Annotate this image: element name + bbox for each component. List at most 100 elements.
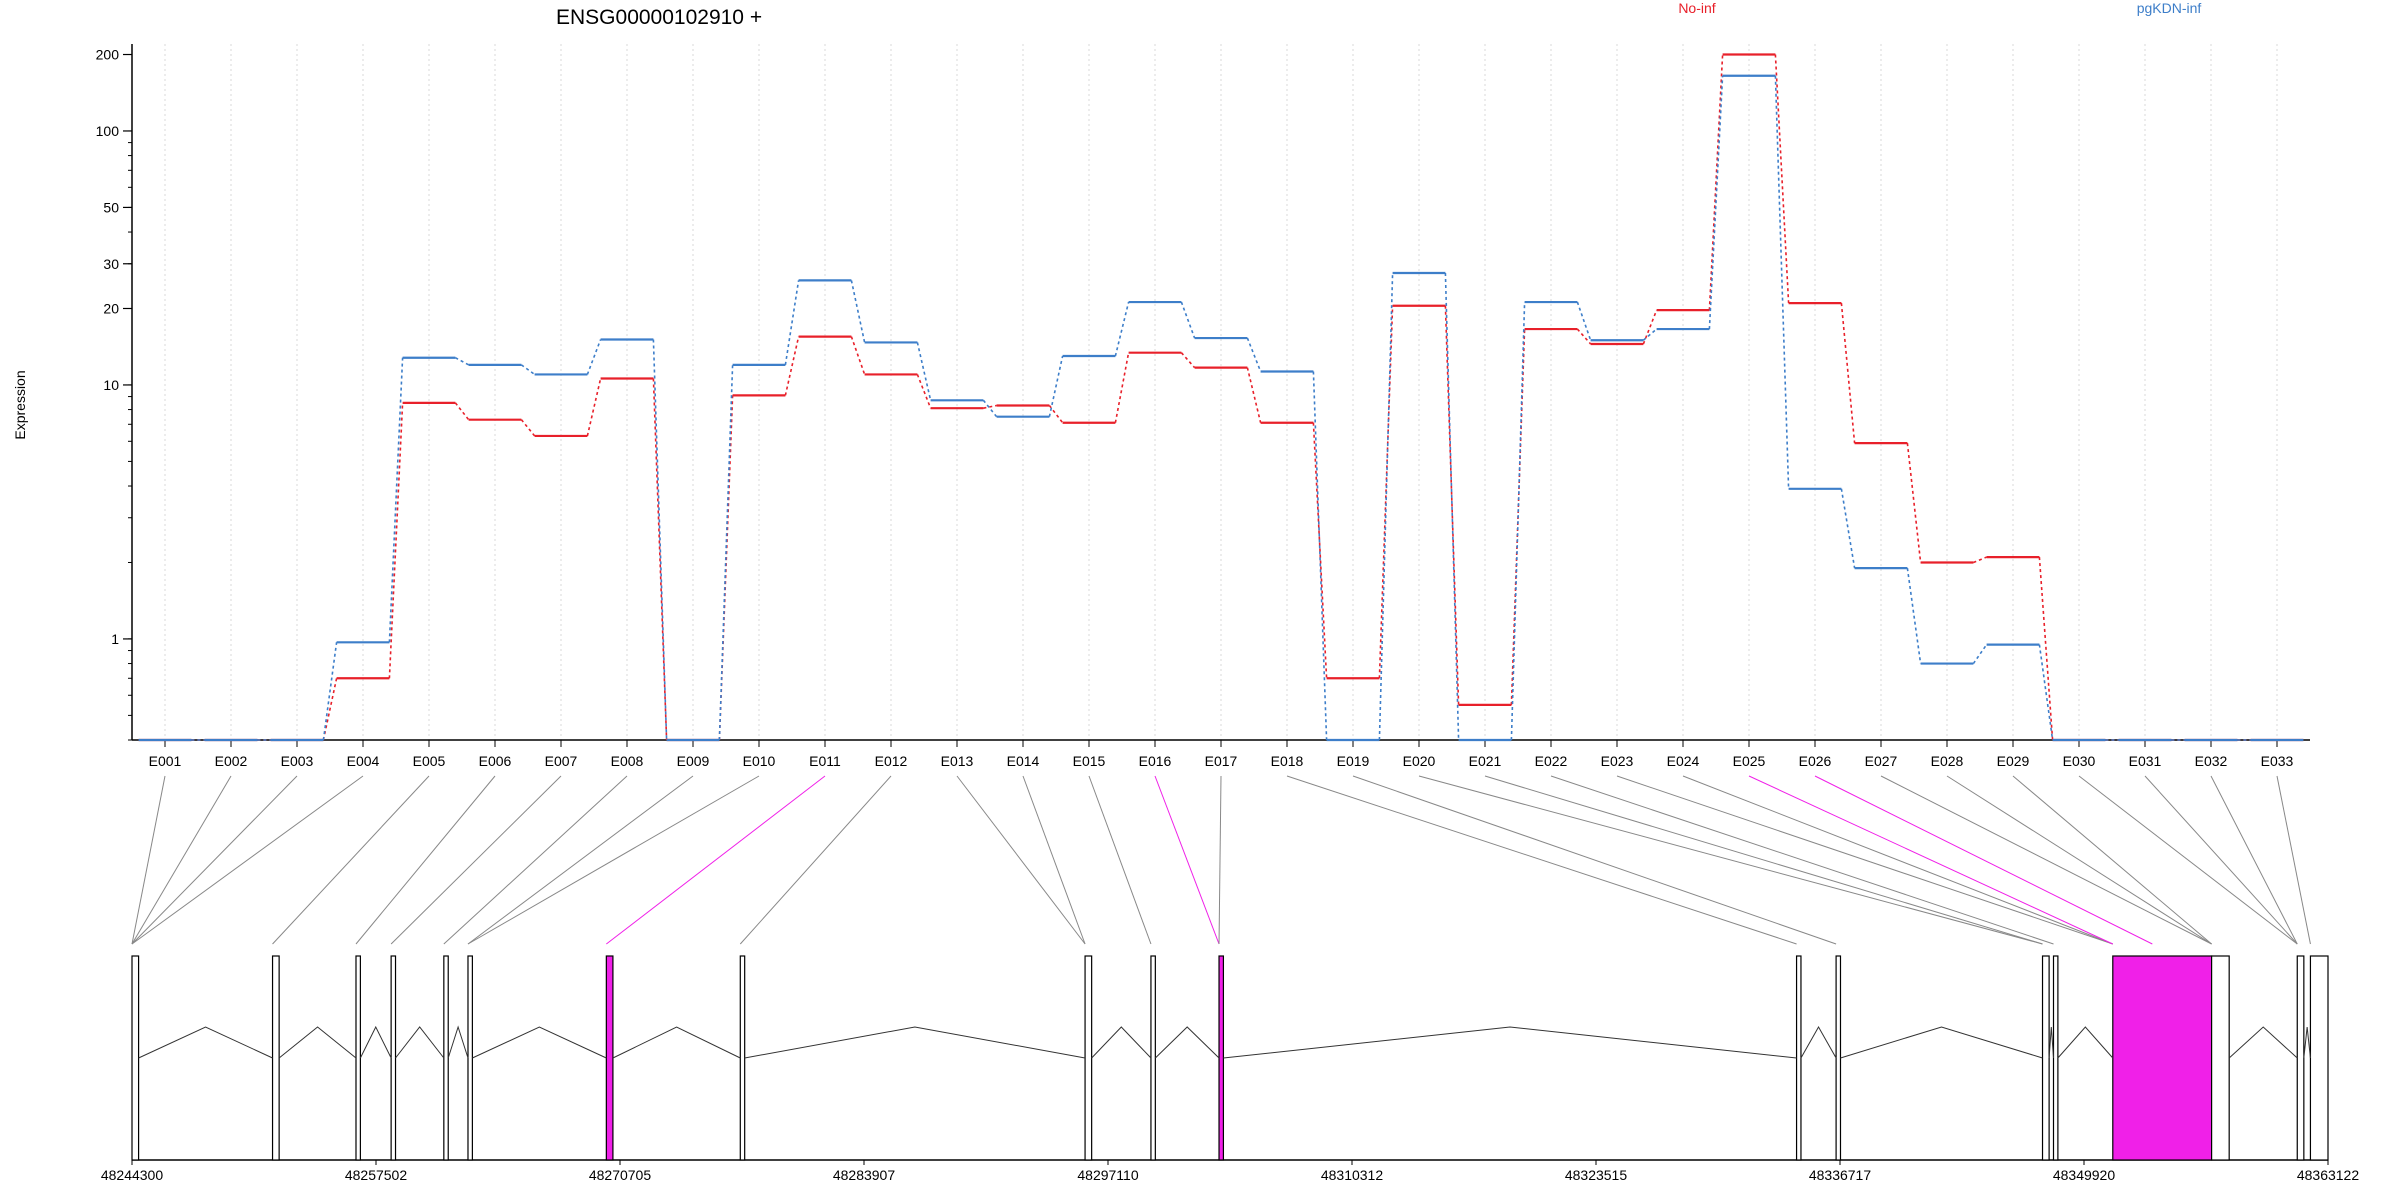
x-tick-label: E005 xyxy=(413,753,446,769)
exon-connector xyxy=(1286,775,1797,945)
series-transition xyxy=(916,374,932,409)
series-transition xyxy=(1114,301,1130,357)
y-tick-label: 10 xyxy=(103,377,119,393)
y-tick-label: 200 xyxy=(96,47,120,63)
exon-box xyxy=(443,955,449,1161)
series-transition xyxy=(455,357,469,366)
x-tick-label: E022 xyxy=(1535,753,1568,769)
exon-connector xyxy=(1616,775,2113,945)
coordinate-label: 48270705 xyxy=(589,1167,652,1183)
x-tick-label: E025 xyxy=(1733,753,1766,769)
series-transition xyxy=(652,339,668,741)
intron-line xyxy=(1840,1026,2043,1059)
series-transition xyxy=(1246,367,1262,423)
series-transition xyxy=(1708,75,1724,330)
x-tick-label: E033 xyxy=(2261,753,2294,769)
series-transition xyxy=(520,419,536,437)
series-transition xyxy=(850,336,866,375)
x-tick-label: E011 xyxy=(809,753,841,769)
intron-line xyxy=(1091,1026,1152,1059)
exon-connector xyxy=(1880,775,2212,945)
exon-connector xyxy=(355,775,496,945)
series-transition xyxy=(850,280,866,343)
exon-box xyxy=(271,955,280,1161)
series-transition xyxy=(1840,488,1856,569)
series-transition xyxy=(1642,328,1658,341)
series-transition xyxy=(784,280,800,365)
exon-connector xyxy=(467,775,760,945)
exon-connector xyxy=(1154,775,1220,945)
exon-connector xyxy=(131,775,166,945)
exon-connectors xyxy=(131,775,2311,945)
series-transition xyxy=(322,642,338,741)
series-transition xyxy=(1180,352,1196,369)
intron-line xyxy=(138,1026,273,1059)
coordinate-label: 48297110 xyxy=(1077,1167,1138,1183)
coordinate-label: 48283907 xyxy=(833,1167,896,1183)
exon-box xyxy=(2309,955,2329,1161)
x-tick-label: E021 xyxy=(1469,753,1502,769)
x-tick-label: E030 xyxy=(2063,753,2096,769)
exon-box xyxy=(355,955,361,1161)
series-transition xyxy=(1510,302,1526,741)
exon-box xyxy=(1218,955,1225,1161)
x-tick-label: E027 xyxy=(1865,753,1898,769)
coordinate-label: 48244300 xyxy=(101,1167,164,1183)
grid-lines xyxy=(164,44,2278,740)
coordinate-label: 48257502 xyxy=(345,1167,408,1183)
intron-line xyxy=(1800,1025,1837,1059)
exon-connector xyxy=(1550,775,2054,945)
exon-box xyxy=(1835,955,1842,1161)
intron-line xyxy=(2228,1026,2298,1059)
exon-connector xyxy=(1814,775,2153,945)
x-tick-label: E026 xyxy=(1799,753,1832,769)
x-tick-label: E028 xyxy=(1931,753,1964,769)
x-tick-label: E032 xyxy=(2195,753,2228,769)
series-No-inf xyxy=(138,53,2304,742)
x-tick-label: E006 xyxy=(479,753,512,769)
x-tick-label: E002 xyxy=(215,753,248,769)
x-tick-label: E004 xyxy=(347,753,380,769)
exon-connector xyxy=(443,775,628,945)
intron-line xyxy=(2303,1026,2311,1059)
y-tick-label: 1 xyxy=(111,631,119,647)
exon-connector xyxy=(2276,775,2311,945)
series-transition xyxy=(1180,301,1196,339)
series-transition xyxy=(586,378,602,437)
series-transition xyxy=(1906,443,1922,563)
axes: 1 10 20 30 50 100 200 E001 E002 E003 E004 E005 E006 E… xyxy=(96,44,2310,769)
exon-connector xyxy=(2012,775,2212,945)
exon-connector xyxy=(467,775,694,945)
series-transition xyxy=(718,364,734,741)
series-transition xyxy=(586,339,602,375)
gene-model: 48244300 48257502 48270705 48283907 48297110… xyxy=(101,955,2359,1183)
intron-line xyxy=(359,1025,392,1059)
x-tick-label: E018 xyxy=(1271,753,1304,769)
y-axis-label: Expression xyxy=(12,370,28,439)
y-tick-label: 50 xyxy=(103,199,119,215)
x-tick-label: E020 xyxy=(1403,753,1436,769)
x-tick-label: E009 xyxy=(677,753,710,769)
x-tick-label: E023 xyxy=(1601,753,1634,769)
intron-line xyxy=(1154,1026,1220,1059)
exon-connector xyxy=(606,775,826,945)
series-transition xyxy=(718,395,734,741)
exon-box xyxy=(131,955,140,1161)
x-tick-label: E019 xyxy=(1337,753,1370,769)
x-tick-label: E024 xyxy=(1667,753,1700,769)
intron-line xyxy=(612,1026,741,1059)
exon-box xyxy=(2211,955,2230,1161)
y-tick-label: 30 xyxy=(103,256,119,272)
series-transition xyxy=(1048,405,1064,424)
exon-box xyxy=(1795,955,1802,1161)
intron-line xyxy=(472,1026,607,1059)
series-transition xyxy=(1114,352,1130,423)
series-transition xyxy=(454,402,470,421)
series-transition xyxy=(1774,75,1790,489)
exon-box xyxy=(1150,955,1156,1161)
x-tick-label: E013 xyxy=(941,753,974,769)
exon-connector xyxy=(1682,775,2113,945)
exon-connector xyxy=(131,775,232,945)
series-transition xyxy=(916,342,932,401)
